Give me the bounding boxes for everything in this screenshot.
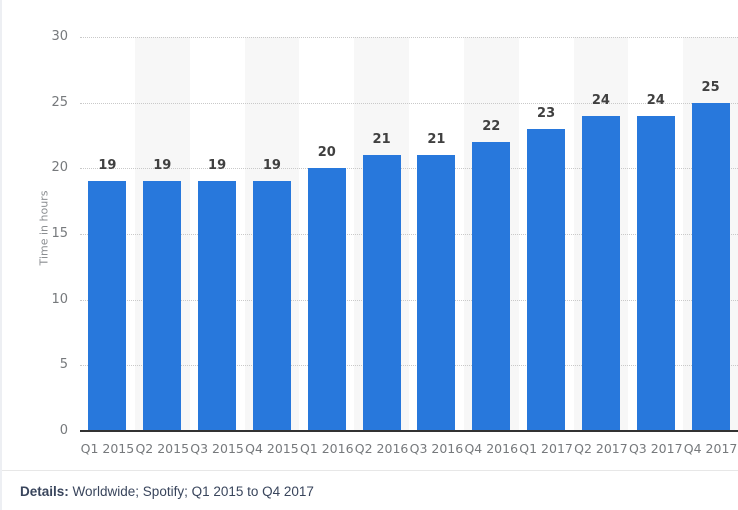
x-tick-label-q2-2017: Q2 2017 — [574, 441, 628, 456]
bar-q3-2017[interactable] — [636, 115, 675, 431]
bar-q2-2017[interactable] — [581, 115, 620, 431]
x-tick-label-q2-2016: Q2 2016 — [354, 441, 409, 456]
x-tick-label-q4-2016: Q4 2016 — [464, 441, 519, 456]
x-tick-label-q4-2017: Q4 2017 — [683, 441, 738, 456]
bar-value-q1-2016: 20 — [317, 145, 336, 161]
bar-q3-2015[interactable] — [198, 181, 237, 431]
bar-value-q4-2016: 22 — [482, 119, 501, 135]
bar-chart: 0 5 10 15 20 25 30 19 Q1 2015 19 Q2 2015 19 Q3 2015 1… — [37, 29, 738, 456]
x-tick-label-q1-2015: Q1 2015 — [80, 441, 135, 456]
y-tick-label-5: 5 — [59, 357, 68, 373]
bar-value-q2-2017: 24 — [591, 92, 610, 108]
gridline-15 — [80, 234, 738, 235]
x-tick-label-q1-2017: Q1 2017 — [519, 441, 573, 456]
x-tick-label-q4-2015: Q4 2015 — [245, 441, 299, 456]
y-tick-label-20: 20 — [51, 160, 68, 176]
y-tick-label-15: 15 — [51, 226, 68, 241]
bar-value-q3-2017: 24 — [646, 92, 665, 108]
bar-value-q4-2017: 25 — [701, 79, 720, 95]
bar-value-q1-2015: 19 — [98, 158, 117, 174]
gridline-20 — [80, 168, 738, 170]
bar-q4-2017[interactable] — [691, 102, 730, 431]
x-tick-label-q3-2016: Q3 2016 — [409, 441, 464, 456]
x-tick-label-q3-2015: Q3 2015 — [190, 441, 244, 456]
details-footer: Details: Worldwide; Spotify; Q1 2015 to … — [0, 470, 738, 510]
bar-q1-2016[interactable] — [307, 168, 346, 431]
x-tick-label-q2-2015: Q2 2015 — [135, 441, 190, 456]
y-tick-label-30: 30 — [51, 29, 68, 44]
gridline-30 — [80, 37, 738, 38]
gridline-25 — [80, 102, 738, 104]
x-tick-label-q3-2017: Q3 2017 — [628, 441, 683, 456]
gridline-10 — [80, 299, 738, 301]
bar-value-q4-2015: 19 — [262, 158, 281, 174]
bar-value-q1-2017: 23 — [537, 105, 556, 121]
bar-q1-2015[interactable] — [88, 181, 127, 431]
bar-value-q2-2016: 21 — [372, 132, 391, 148]
y-tick-label-10: 10 — [51, 291, 68, 307]
bar-q2-2016[interactable] — [362, 155, 401, 431]
y-tick-label-25: 25 — [51, 94, 68, 110]
bar-value-q3-2016: 21 — [427, 132, 446, 148]
bar-value-q2-2015: 19 — [153, 158, 172, 174]
bar-q4-2015[interactable] — [252, 181, 291, 431]
bar-value-q3-2015: 19 — [208, 158, 227, 174]
bar-q3-2016[interactable] — [417, 155, 456, 431]
gridline-5 — [80, 365, 738, 367]
x-tick-label-q1-2016: Q1 2016 — [299, 441, 354, 456]
page-left-edge — [0, 0, 2, 510]
details-label: Details: — [20, 484, 69, 499]
details-text: Worldwide; Spotify; Q1 2015 to Q4 2017 — [68, 484, 314, 499]
bar-q1-2017[interactable] — [527, 128, 566, 431]
y-axis-title: Time in hours — [37, 190, 51, 266]
bar-q4-2016[interactable] — [472, 142, 511, 431]
bar-q2-2015[interactable] — [143, 181, 182, 431]
x-axis-line — [80, 430, 738, 432]
y-tick-label-0: 0 — [59, 423, 68, 438]
